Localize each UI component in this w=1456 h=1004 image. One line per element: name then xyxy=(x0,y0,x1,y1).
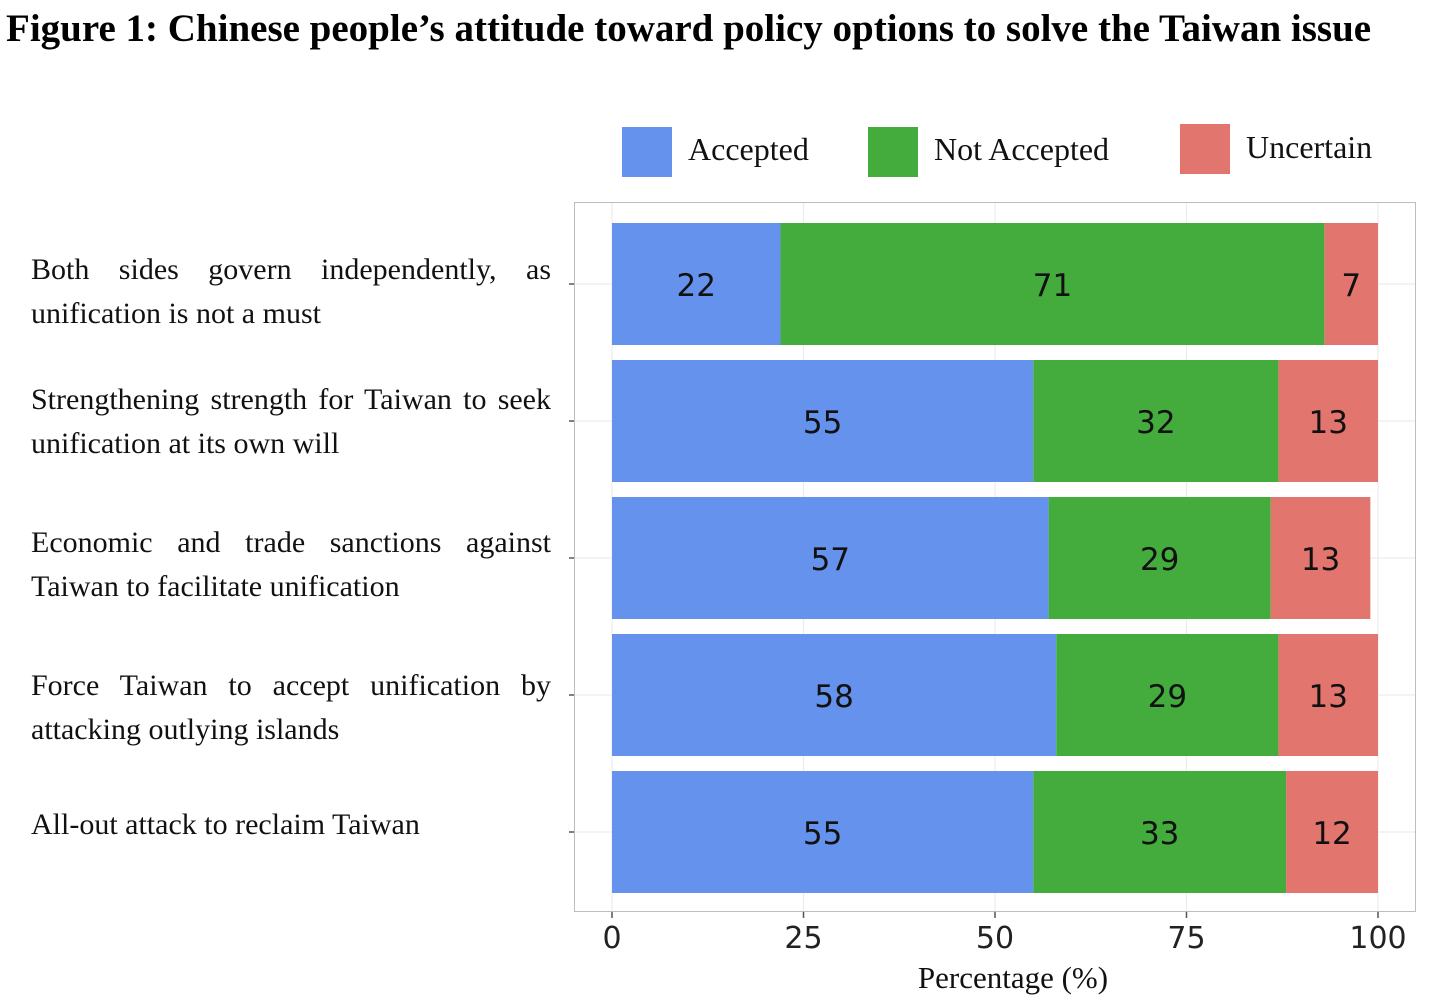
legend-swatch-uncertain xyxy=(1180,124,1230,174)
bar-accepted-2 xyxy=(612,360,1034,482)
legend-label-accepted: Accepted xyxy=(688,131,809,167)
bar-uncertain-4 xyxy=(1278,634,1378,756)
chart-title: Figure 1: Chinese people’s attitude towa… xyxy=(6,7,1372,50)
bar-label-uncertain-1: 7 xyxy=(1341,268,1361,304)
legend-label-not-accepted: Not Accepted xyxy=(934,131,1110,167)
bar-uncertain-2 xyxy=(1278,360,1378,482)
x-axis-label: Percentage (%) xyxy=(917,960,1109,995)
bar-not-accepted-1 xyxy=(780,223,1325,345)
bar-uncertain-5 xyxy=(1286,771,1378,893)
bar-uncertain-3 xyxy=(1270,497,1371,619)
x-tick-label-3: 75 xyxy=(1167,921,1205,956)
bar-label-not-accepted-3: 29 xyxy=(1140,542,1179,578)
bar-label-not-accepted-1: 71 xyxy=(1033,268,1072,304)
legend-swatch-not-accepted xyxy=(868,127,918,177)
bar-accepted-1 xyxy=(612,223,781,345)
category-label-4: Force Taiwan to accept unification by at… xyxy=(31,669,551,746)
x-tick-label-4: 100 xyxy=(1349,921,1406,956)
legend-swatch-accepted xyxy=(622,127,672,177)
bar-label-uncertain-3: 13 xyxy=(1301,542,1340,578)
bar-not-accepted-3 xyxy=(1048,497,1271,619)
bar-label-not-accepted-4: 29 xyxy=(1148,679,1187,715)
bar-not-accepted-5 xyxy=(1033,771,1287,893)
category-label-1: Both sides govern independently, as unif… xyxy=(31,253,551,330)
bar-not-accepted-2 xyxy=(1033,360,1279,482)
bar-label-accepted-2: 55 xyxy=(803,405,842,441)
legend-item-not-accepted: Not Accepted xyxy=(868,127,1148,179)
category-label-2: Strengthening strength for Taiwan to see… xyxy=(31,383,551,460)
bar-label-uncertain-4: 13 xyxy=(1308,679,1347,715)
x-tick-label-0: 0 xyxy=(602,921,621,956)
bar-label-uncertain-5: 12 xyxy=(1312,816,1351,852)
legend-label-uncertain: Uncertain xyxy=(1246,129,1373,165)
legend-item-accepted: Accepted xyxy=(622,127,842,179)
x-tick-label-2: 50 xyxy=(976,921,1014,956)
bar-uncertain-1 xyxy=(1324,223,1378,345)
bar-label-uncertain-2: 13 xyxy=(1308,405,1347,441)
category-label-3: Economic and trade sanctions against Tai… xyxy=(31,526,551,603)
bar-not-accepted-4 xyxy=(1056,634,1279,756)
legend-item-uncertain: Uncertain xyxy=(1180,124,1420,176)
bar-accepted-4 xyxy=(612,634,1057,756)
bar-label-not-accepted-2: 32 xyxy=(1136,405,1175,441)
bar-label-accepted-4: 58 xyxy=(814,679,853,715)
bar-label-not-accepted-5: 33 xyxy=(1140,816,1179,852)
x-tick-label-1: 25 xyxy=(784,921,822,956)
bar-accepted-5 xyxy=(612,771,1034,893)
category-label-5: All-out attack to reclaim Taiwan xyxy=(31,808,420,841)
bar-label-accepted-1: 22 xyxy=(677,268,716,304)
bar-label-accepted-3: 57 xyxy=(811,542,850,578)
bar-label-accepted-5: 55 xyxy=(803,816,842,852)
bar-accepted-3 xyxy=(612,497,1049,619)
